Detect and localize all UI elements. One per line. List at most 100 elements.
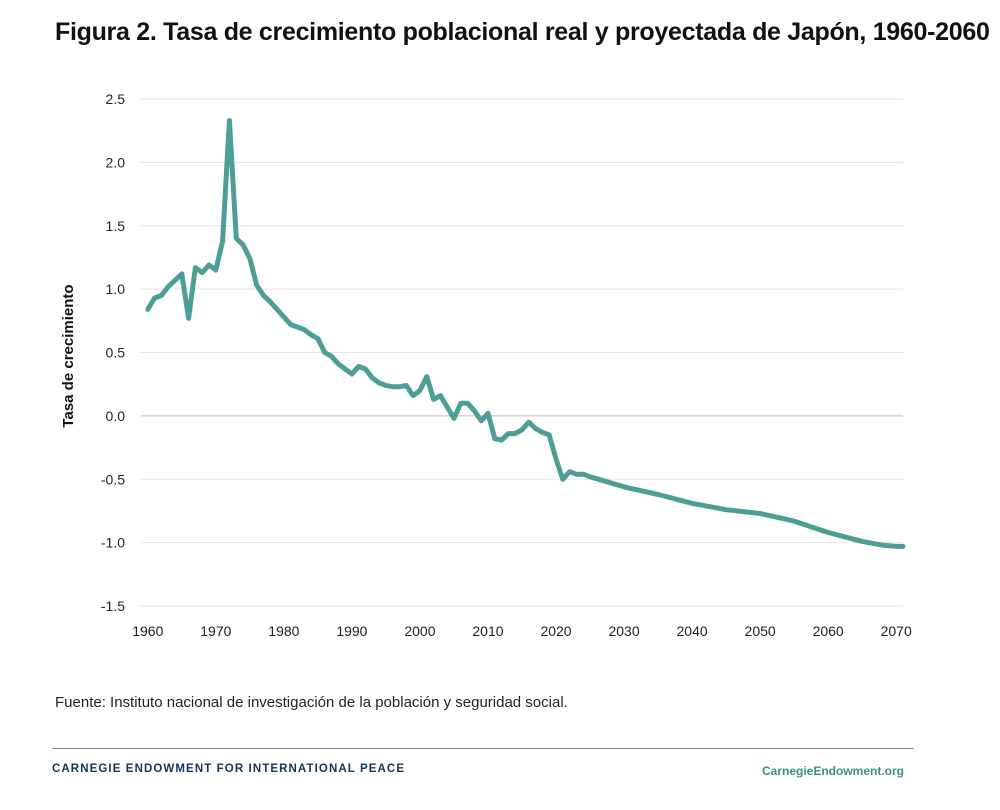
data-point: [186, 316, 191, 321]
data-point: [826, 530, 831, 535]
data-point: [336, 361, 341, 366]
data-point: [458, 401, 463, 406]
data-point: [520, 427, 525, 432]
x-tick-label: 2050: [745, 623, 776, 639]
data-point: [159, 293, 164, 298]
x-tick-label: 1960: [132, 623, 163, 639]
data-point: [445, 405, 450, 410]
data-point: [547, 432, 552, 437]
data-point: [792, 519, 797, 524]
y-tick-label: -1.0: [101, 535, 125, 551]
data-point: [179, 271, 184, 276]
data-point: [492, 436, 497, 441]
x-tick-label: 2070: [881, 623, 912, 639]
data-point: [241, 242, 246, 247]
data-point: [411, 393, 416, 398]
data-point: [281, 315, 286, 320]
data-point: [758, 511, 763, 516]
y-tick-label: -0.5: [101, 471, 125, 487]
data-point: [526, 420, 531, 425]
data-point: [254, 283, 259, 288]
data-point: [479, 418, 484, 423]
data-point: [295, 325, 300, 330]
y-tick-label: 1.5: [106, 218, 126, 234]
data-point: [377, 380, 382, 385]
organization-name: CARNEGIE ENDOWMENT FOR INTERNATIONAL PEA…: [52, 763, 406, 775]
data-point: [533, 426, 538, 431]
data-point: [220, 239, 225, 244]
data-point: [452, 416, 457, 421]
data-point: [397, 384, 402, 389]
line-chart: 2.5 2.0 1.5 1.0 0.5 0.0 -0.5 -1.0 -1.5 1960 1970 19…: [60, 91, 912, 639]
data-point: [472, 408, 477, 413]
data-point: [724, 507, 729, 512]
y-tick-label: 2.5: [106, 91, 126, 107]
source-note: Fuente: Instituto nacional de investigac…: [55, 694, 568, 711]
data-point: [152, 296, 157, 301]
data-point: [424, 374, 429, 379]
data-point: [193, 265, 198, 270]
data-point: [417, 388, 422, 393]
data-point: [329, 354, 334, 359]
data-point: [200, 270, 205, 275]
data-point: [370, 375, 375, 380]
data-point: [588, 474, 593, 479]
x-tick-label: 2010: [472, 623, 503, 639]
data-point: [356, 364, 361, 369]
x-tick-label: 2000: [404, 623, 435, 639]
data-point: [261, 293, 266, 298]
data-point: [486, 411, 491, 416]
chart-title: Figura 2. Tasa de crecimiento poblaciona…: [55, 18, 990, 46]
website-link[interactable]: CarnegieEndowment.org: [761, 764, 904, 778]
x-tick-label: 2030: [608, 623, 639, 639]
data-point: [309, 332, 314, 337]
x-tick-label: 2040: [677, 623, 708, 639]
data-point: [207, 263, 212, 268]
data-point: [268, 299, 273, 304]
y-tick-label: 0.5: [106, 345, 126, 361]
data-point: [438, 393, 443, 398]
y-tick-label: 0.0: [106, 408, 126, 424]
series-line: [145, 118, 906, 549]
data-point: [901, 544, 906, 549]
data-point: [860, 539, 865, 544]
data-point: [363, 367, 368, 372]
data-point: [213, 268, 218, 273]
data-point: [145, 307, 150, 312]
data-point: [513, 431, 518, 436]
data-point: [465, 401, 470, 406]
data-point: [574, 472, 579, 477]
data-point: [499, 438, 504, 443]
data-point: [275, 307, 280, 312]
data-point: [560, 477, 565, 482]
x-tick-label: 1970: [200, 623, 231, 639]
data-point: [166, 284, 171, 289]
y-tick-label: -1.5: [101, 598, 125, 614]
x-tick-label: 2060: [813, 623, 844, 639]
data-point: [343, 367, 348, 372]
x-tick-label: 2020: [540, 623, 571, 639]
data-point: [404, 383, 409, 388]
data-point: [581, 472, 586, 477]
data-point: [506, 431, 511, 436]
data-point: [173, 278, 178, 283]
y-axis-label: Tasa de crecimiento: [60, 284, 77, 427]
data-point: [540, 430, 545, 435]
data-point: [227, 118, 232, 123]
data-point: [894, 544, 899, 549]
data-point: [302, 327, 307, 332]
y-tick-label: 2.0: [106, 154, 126, 170]
x-tick-label: 1990: [336, 623, 367, 639]
data-point: [554, 457, 559, 462]
footer-divider: [52, 748, 914, 749]
data-point: [880, 543, 885, 548]
data-point: [315, 336, 320, 341]
data-point: [567, 469, 572, 474]
data-point: [322, 350, 327, 355]
data-point: [234, 236, 239, 241]
data-point: [622, 484, 627, 489]
data-point: [383, 383, 388, 388]
x-tick-label: 1980: [268, 623, 299, 639]
data-point: [288, 322, 293, 327]
data-point: [390, 384, 395, 389]
